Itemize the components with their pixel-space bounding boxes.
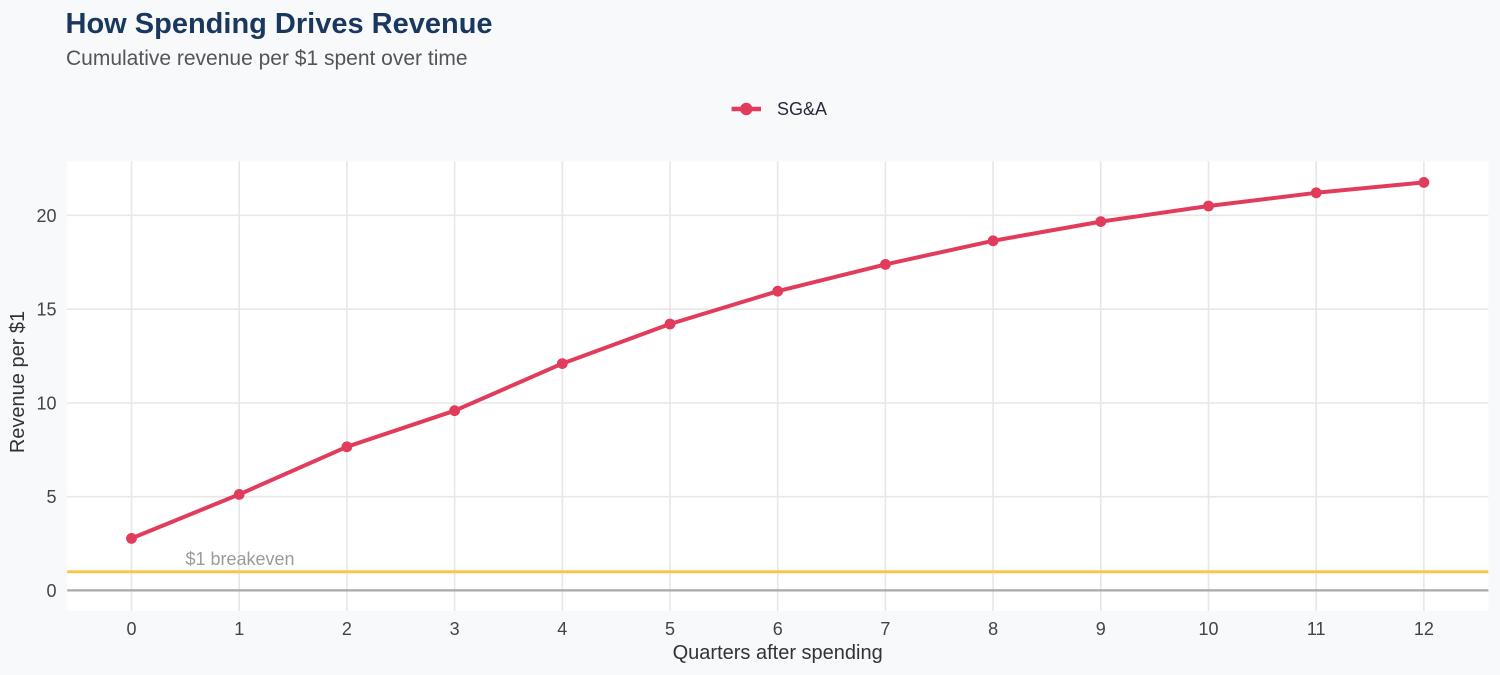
svg-text:10: 10 [36, 394, 56, 414]
svg-text:11: 11 [1307, 619, 1326, 639]
svg-text:1: 1 [234, 619, 244, 639]
svg-text:3: 3 [450, 619, 460, 639]
svg-text:5: 5 [665, 619, 675, 639]
svg-text:$1 breakeven: $1 breakeven [185, 549, 294, 569]
svg-text:15: 15 [36, 300, 56, 320]
svg-text:20: 20 [36, 206, 56, 226]
svg-text:4: 4 [557, 619, 567, 639]
svg-text:7: 7 [880, 619, 890, 639]
svg-text:10: 10 [1198, 619, 1218, 639]
svg-text:Cumulative revenue per $1 spen: Cumulative revenue per $1 spent over tim… [66, 47, 468, 70]
svg-text:9: 9 [1096, 619, 1106, 639]
svg-text:5: 5 [46, 487, 56, 507]
svg-text:12: 12 [1414, 619, 1434, 639]
svg-text:SG&A: SG&A [777, 99, 827, 119]
svg-text:Quarters after spending: Quarters after spending [673, 642, 883, 664]
svg-text:2: 2 [342, 619, 352, 639]
svg-text:Revenue per $1: Revenue per $1 [7, 311, 29, 453]
svg-text:0: 0 [126, 619, 136, 639]
svg-text:How Spending Drives Revenue: How Spending Drives Revenue [66, 8, 493, 40]
svg-text:0: 0 [46, 581, 56, 601]
svg-text:6: 6 [773, 619, 783, 639]
svg-text:8: 8 [988, 619, 998, 639]
